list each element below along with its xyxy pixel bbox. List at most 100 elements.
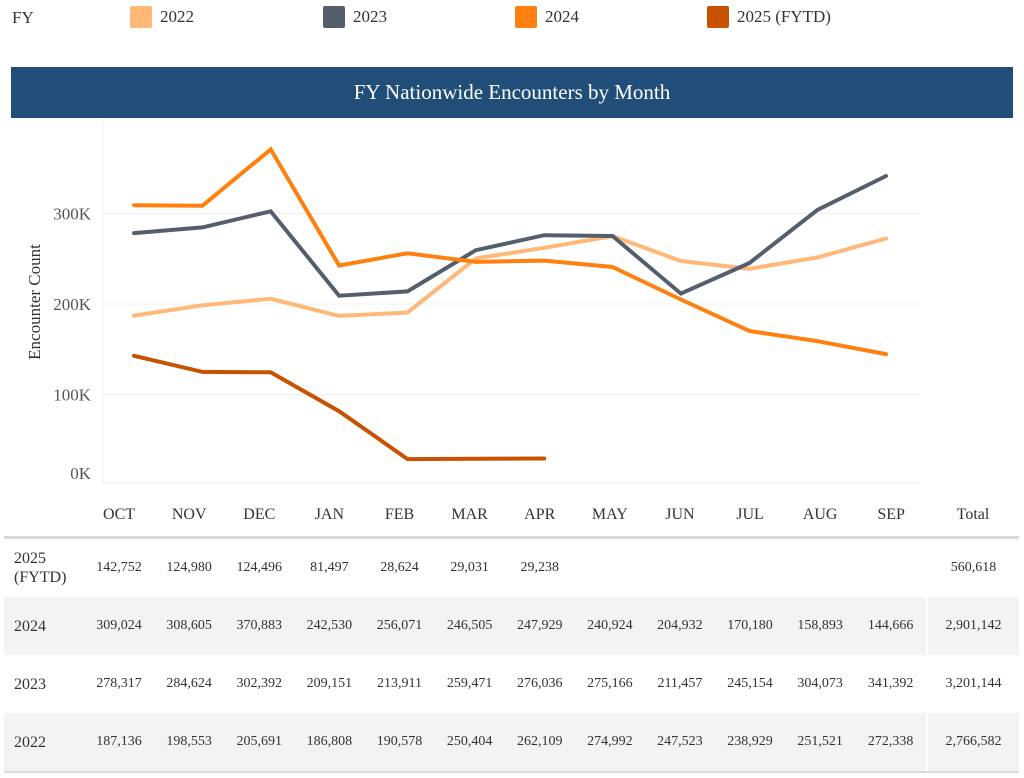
table-cell: [855, 536, 927, 597]
table-header-sep: SEP: [877, 506, 905, 523]
legend-title: FY: [12, 8, 34, 27]
table-cell: 259,471: [446, 676, 493, 691]
table-cell: 302,392: [236, 676, 283, 691]
y-tick-label: 100K: [53, 386, 92, 405]
table-header-year: [4, 494, 84, 538]
table-cell: 213,911: [377, 676, 422, 691]
table-cell: 247,523: [644, 713, 715, 773]
row-year-label: 2025 (FYTD): [4, 536, 84, 597]
gridlines: [102, 118, 920, 484]
table-cell: 144,666: [855, 597, 927, 655]
legend-swatch-2025-fytd: [707, 6, 729, 28]
series-lines: [132, 146, 888, 462]
row-year-label: 2022: [4, 713, 84, 773]
legend-swatch-2023: [323, 6, 345, 28]
table-header-nov: NOV: [171, 506, 207, 523]
table-cell: 170,180: [714, 597, 786, 655]
y-tick-label: 300K: [53, 205, 92, 224]
series-line-2024[interactable]: [132, 146, 888, 357]
table-cell: 250,404: [434, 713, 505, 773]
table-cell: 246,505: [434, 597, 505, 655]
table-cell: 29,031: [434, 536, 505, 597]
table-cell: 284,624: [166, 676, 212, 691]
table-cell: 211,457: [657, 676, 703, 691]
row-year-label: 2023: [14, 675, 46, 693]
table-header-dec: DEC: [243, 506, 276, 523]
table-cell: 204,932: [644, 597, 715, 655]
table-header-oct: OCT: [103, 506, 136, 523]
table-cell: [714, 536, 786, 597]
table-header-jan: JAN: [314, 506, 345, 523]
table-cell: 304,073: [797, 676, 843, 691]
table-cell: 186,808: [294, 713, 365, 773]
chart-title: FY Nationwide Encounters by Month: [11, 67, 1013, 118]
table-row: 2023 278,317 284,624 302,392 209,151 213,911 2…: [4, 655, 1019, 713]
y-axis-label: Encounter Count: [25, 244, 44, 360]
table-cell: 198,553: [154, 713, 225, 773]
legend: FY 2022 2023 2024 2025 (FYTD): [0, 0, 1024, 40]
legend-item-2023[interactable]: 2023: [323, 6, 387, 28]
table-header-may: MAY: [591, 506, 628, 523]
table-header-mar: MAR: [451, 506, 488, 523]
table-row: 2022 187,136 198,553 205,691 186,808 190,578 2…: [4, 713, 1019, 773]
table-cell: 247,929: [504, 597, 575, 655]
table-cell: 124,980: [154, 536, 225, 597]
line-chart: 0K 100K 200K 300K Encounter Count: [25, 118, 920, 484]
table-header-feb: FEB: [384, 506, 415, 523]
table-cell: 124,496: [224, 536, 295, 597]
table-header-row: OCT NOV DEC JAN FEB MAR APR MAY JUN JUL AUG SEP Tota…: [4, 494, 1019, 538]
table-header-jul: JUL: [736, 506, 764, 523]
table-cell: 272,338: [855, 713, 927, 773]
table-cell: 238,929: [714, 713, 786, 773]
table-header-apr: APR: [524, 506, 556, 523]
table-cell: [574, 536, 645, 597]
table-cell: 276,036: [516, 676, 563, 691]
table-cell: 209,151: [306, 676, 353, 691]
table-cell: 240,924: [574, 597, 645, 655]
table-cell: 251,521: [785, 713, 856, 773]
legend-label-2022: 2022: [160, 7, 194, 26]
table-cell: 370,883: [224, 597, 295, 655]
legend-item-2025-fytd[interactable]: 2025 (FYTD): [707, 6, 831, 28]
legend-item-2024[interactable]: 2024: [515, 6, 579, 28]
legend-swatch-2024: [515, 6, 537, 28]
table-body: 2025 (FYTD) 142,752 124,980 124,496 81,497 28,…: [4, 536, 1019, 773]
row-total: 2,766,582: [926, 713, 1019, 773]
table-row: 2025 (FYTD) 142,752 124,980 124,496 81,497 28,…: [4, 536, 1019, 597]
table-cell: [785, 536, 856, 597]
table-header-total: Total: [956, 506, 990, 523]
table-cell: 190,578: [364, 713, 435, 773]
table-cell: 245,154: [727, 676, 773, 691]
legend-label-2025-fytd: 2025 (FYTD): [737, 7, 831, 26]
row-total: 2,901,142: [926, 597, 1019, 655]
table-cell: 205,691: [224, 713, 295, 773]
row-total: 560,618: [926, 536, 1019, 597]
table-cell: 242,530: [294, 597, 365, 655]
table-cell: 341,392: [867, 676, 914, 691]
table-cell: 262,109: [504, 713, 575, 773]
legend-swatch-2022: [130, 6, 152, 28]
series-line-2025-fytd[interactable]: [132, 353, 547, 462]
table-cell: 308,605: [154, 597, 225, 655]
table-cell: 278,317: [96, 676, 142, 691]
series-line-2023[interactable]: [132, 174, 888, 298]
table-cell: 309,024: [84, 597, 155, 655]
row-year-label: 2024: [4, 597, 84, 655]
table-cell: 256,071: [364, 597, 435, 655]
table-row: 2024 309,024 308,605 370,883 242,530 256,071 2…: [4, 597, 1019, 655]
table-cell: 81,497: [294, 536, 365, 597]
table-header-aug: AUG: [802, 506, 838, 523]
legend-item-2022[interactable]: 2022: [130, 6, 194, 28]
y-tick-label: 0K: [70, 464, 92, 483]
series-line-2022[interactable]: [132, 234, 888, 318]
legend-label-2024: 2024: [545, 7, 579, 26]
y-tick-label: 200K: [53, 295, 92, 314]
table-header-jun: JUN: [665, 506, 695, 523]
table-cell: [644, 536, 715, 597]
legend-label-2023: 2023: [353, 7, 387, 26]
table-cell: 28,624: [364, 536, 435, 597]
data-table: OCT NOV DEC JAN FEB MAR APR MAY JUN JUL AUG SEP Tota…: [4, 494, 1019, 773]
table-cell: 158,893: [785, 597, 856, 655]
y-axis-ticks: 0K 100K 200K 300K: [53, 205, 92, 484]
table-cell: 187,136: [84, 713, 155, 773]
